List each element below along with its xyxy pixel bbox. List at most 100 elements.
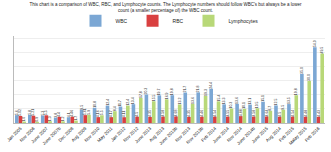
svg-text:12.4: 12.4 [106,99,110,106]
svg-text:4.46: 4.46 [200,110,204,117]
svg-text:19.8: 19.8 [170,88,174,95]
svg-text:13.5: 13.5 [287,97,291,104]
svg-text:Aug 2009: Aug 2009 [70,126,88,144]
svg-text:10.3: 10.3 [229,102,233,109]
svg-text:RBC: RBC [173,18,184,24]
svg-text:June 2013: June 2013 [134,126,153,145]
svg-text:Jan 2012: Jan 2012 [110,126,127,143]
svg-text:4.1: 4.1 [67,112,71,117]
svg-text:5.61: 5.61 [83,108,87,115]
svg-text:4.54: 4.54 [291,110,295,117]
svg-text:Feb 2014: Feb 2014 [200,126,217,143]
svg-text:1.7: 1.7 [74,116,78,121]
svg-text:4.55: 4.55 [226,110,230,117]
svg-text:Nov 2010: Nov 2010 [83,126,101,144]
svg-text:Nov 2006: Nov 2006 [19,126,37,144]
svg-text:4.35: 4.35 [187,110,191,117]
svg-text:5.5: 5.5 [100,110,104,115]
svg-text:May 2011: May 2011 [96,126,114,144]
svg-text:5.8: 5.8 [28,110,32,115]
svg-text:1.3: 1.3 [48,116,52,121]
svg-text:Nov 2013: Nov 2013 [174,126,192,144]
svg-text:June 2014b: June 2014b [236,126,257,147]
svg-text:13.3: 13.3 [222,97,226,104]
svg-text:This chart is a comparison of: This chart is a comparison of WBC, RBC, … [29,2,302,13]
svg-text:Nov 2014: Nov 2014 [226,126,244,144]
svg-text:4.58: 4.58 [161,110,165,117]
svg-text:10.8: 10.8 [93,101,97,108]
svg-text:June 2013b: June 2013b [158,126,179,147]
svg-text:49.5: 49.5 [320,47,324,54]
svg-text:Dec 2008: Dec 2008 [57,126,75,144]
svg-text:5.3: 5.3 [41,111,45,116]
svg-text:12.4: 12.4 [126,99,130,106]
svg-text:4.4: 4.4 [57,112,61,117]
svg-text:12.5: 12.5 [274,99,278,106]
svg-text:19.7: 19.7 [157,88,161,95]
svg-text:13.1: 13.1 [248,98,252,105]
svg-text:21.8: 21.8 [196,86,200,93]
svg-text:15.1: 15.1 [261,95,265,102]
svg-text:5.6: 5.6 [15,110,19,115]
svg-text:4.5: 4.5 [135,112,139,117]
svg-text:5.02: 5.02 [18,109,22,116]
svg-text:Feb 2016: Feb 2016 [304,126,321,143]
svg-text:24.4: 24.4 [209,82,213,89]
svg-text:Jan 2005: Jan 2005 [6,126,23,143]
svg-text:June 2007: June 2007 [30,126,49,145]
svg-text:4.48: 4.48 [304,110,308,117]
svg-text:4.64: 4.64 [265,110,269,117]
svg-text:5.5: 5.5 [44,110,48,115]
svg-text:Lymphocytes: Lymphocytes [229,18,259,24]
svg-text:13.6: 13.6 [191,97,195,104]
svg-text:16.9: 16.9 [165,92,169,99]
svg-text:4.5: 4.5 [278,112,282,117]
svg-text:4.17: 4.17 [109,110,113,117]
svg-text:1.2: 1.2 [61,116,65,121]
svg-text:10.1: 10.1 [242,102,246,109]
svg-text:13.2: 13.2 [178,98,182,105]
svg-text:20.3: 20.3 [144,88,148,95]
svg-text:4.68: 4.68 [174,110,178,117]
svg-text:21.7: 21.7 [183,86,187,93]
svg-text:13.4: 13.4 [131,97,135,104]
svg-text:4.88: 4.88 [239,109,243,116]
svg-text:0.9: 0.9 [35,117,39,122]
svg-text:1.0: 1.0 [22,117,26,122]
svg-text:June 2014: June 2014 [212,126,231,145]
svg-text:15.4: 15.4 [217,95,221,102]
svg-text:WBC: WBC [116,18,128,24]
svg-text:54.0: 54.0 [313,40,317,47]
svg-text:4.16: 4.16 [96,110,100,117]
svg-text:Aug 2014: Aug 2014 [265,126,283,144]
svg-text:Aug 2013: Aug 2013 [148,126,166,144]
svg-text:Nov 2012: Nov 2012 [122,126,140,144]
svg-text:4.43: 4.43 [317,110,321,117]
svg-text:Nov 2013b: Nov 2013b [185,126,204,145]
svg-text:June 2015: June 2015 [251,126,270,145]
svg-text:11.7: 11.7 [118,100,122,107]
svg-text:5.21: 5.21 [31,109,35,116]
svg-text:4.54: 4.54 [213,110,217,117]
svg-text:4.11: 4.11 [122,111,126,118]
svg-text:17.8: 17.8 [139,91,143,98]
svg-text:8.4: 8.4 [113,106,117,111]
svg-text:35.0: 35.0 [300,67,304,74]
svg-text:4.58: 4.58 [252,110,256,117]
svg-text:13.6: 13.6 [235,97,239,104]
svg-text:30.0: 30.0 [307,74,311,81]
svg-text:3.8: 3.8 [54,113,58,118]
svg-text:4.35: 4.35 [148,110,152,117]
svg-text:10.5: 10.5 [255,101,259,108]
svg-text:June 2007b: June 2007b [41,126,62,147]
svg-text:9.5: 9.5 [80,105,84,110]
svg-text:19.8: 19.8 [294,88,298,95]
svg-text:5.9: 5.9 [87,110,91,115]
svg-text:Malay 2015: Malay 2015 [288,126,308,146]
svg-text:15.5: 15.5 [152,94,156,101]
svg-text:4.46: 4.46 [70,110,74,117]
svg-text:Feb 2015: Feb 2015 [278,126,295,143]
svg-text:9.5: 9.5 [281,105,285,110]
svg-text:19.3: 19.3 [204,89,208,96]
svg-text:8.7: 8.7 [268,106,272,111]
